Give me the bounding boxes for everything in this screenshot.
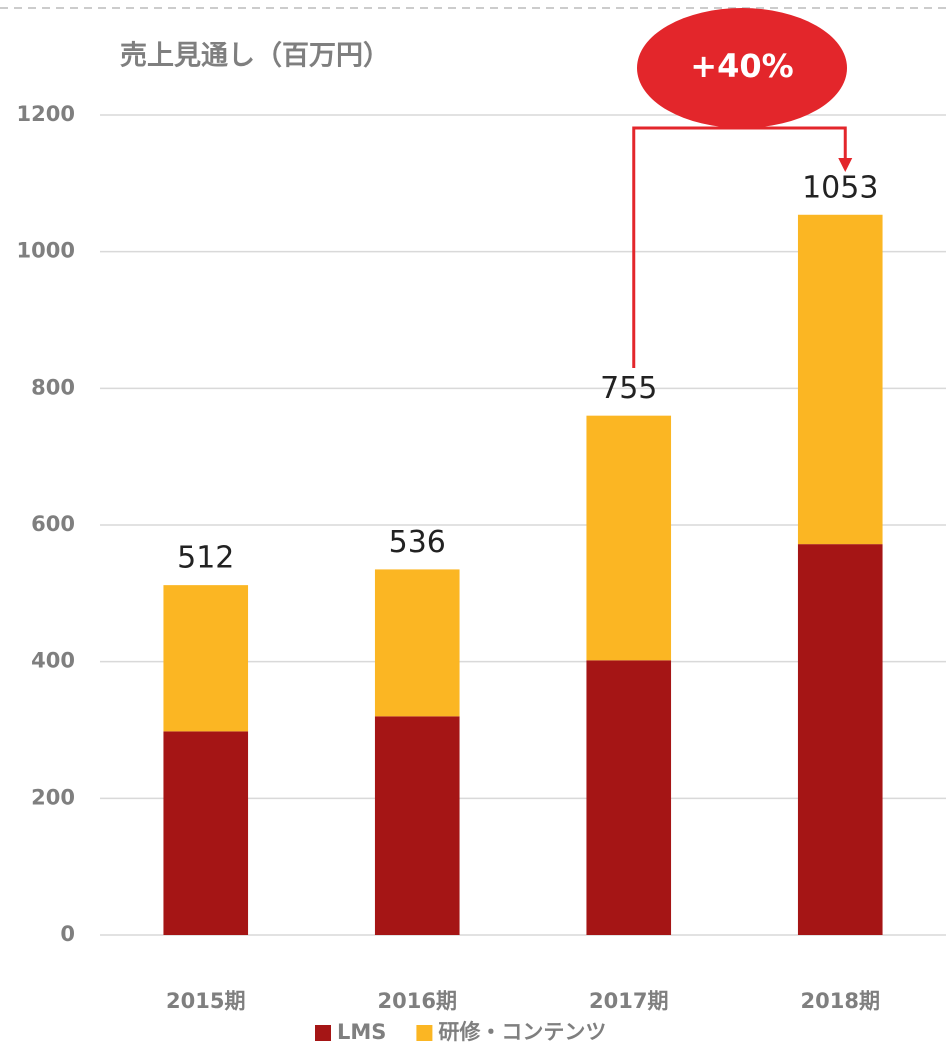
y-tick-label: 1000	[17, 239, 75, 263]
annotation-bubble	[637, 8, 847, 128]
bar-segment	[163, 731, 249, 935]
total-label: 536	[389, 525, 446, 560]
bar-segment	[163, 585, 249, 732]
total-label: 755	[600, 371, 657, 406]
total-label: 1053	[802, 170, 878, 205]
x-tick-label: 2015期	[166, 989, 245, 1013]
y-tick-label: 400	[31, 649, 75, 673]
y-tick-label: 1200	[17, 102, 75, 126]
legend-label: 研修・コンテンツ	[438, 1020, 606, 1044]
bar-segment	[797, 214, 883, 545]
bar-segment	[374, 716, 460, 935]
y-tick-label: 600	[31, 512, 75, 536]
legend-swatch	[315, 1025, 331, 1041]
y-tick-label: 0	[60, 922, 75, 946]
growth-bracket	[632, 126, 847, 368]
x-tick-label: 2018期	[801, 989, 880, 1013]
bar-segment	[586, 415, 672, 661]
legend-swatch	[416, 1025, 433, 1041]
x-tick-label: 2016期	[378, 989, 457, 1013]
annotation: +40%	[690, 47, 793, 85]
y-tick-label: 800	[31, 375, 75, 399]
legend-label: LMS	[337, 1020, 386, 1044]
arrow-head	[838, 158, 853, 172]
bar-segment	[797, 544, 883, 935]
x-tick-label: 2017期	[589, 989, 668, 1013]
chart-title: 売上見通し（百万円）	[120, 41, 390, 72]
bar-segment	[586, 660, 672, 935]
bar-segment	[374, 569, 460, 717]
total-label: 512	[177, 541, 234, 576]
y-tick-label: 200	[31, 785, 75, 809]
